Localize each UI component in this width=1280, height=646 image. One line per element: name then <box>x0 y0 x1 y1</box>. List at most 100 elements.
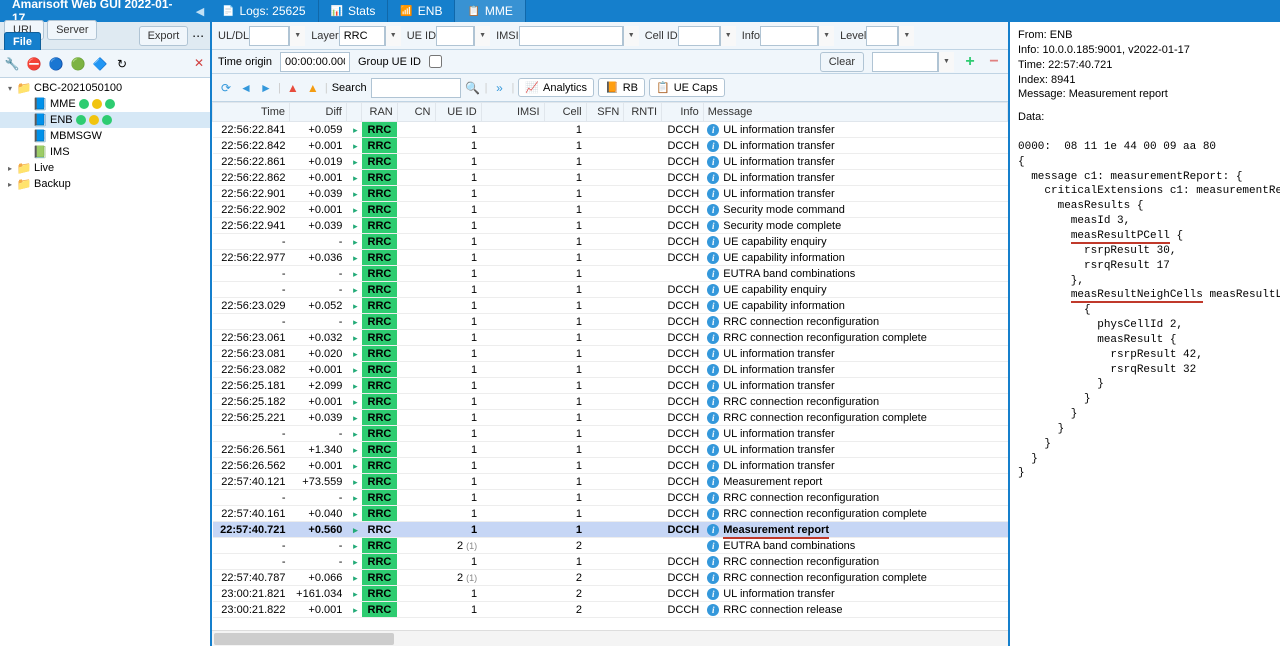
table-row[interactable]: --▸RRC11DCCHiRRC connection reconfigurat… <box>213 554 1008 570</box>
table-row[interactable]: 22:57:40.121+73.559▸RRC11DCCHiMeasuremen… <box>213 474 1008 490</box>
filter-imsi-input[interactable] <box>519 26 623 46</box>
chevron-down-icon[interactable]: ▼ <box>474 26 490 46</box>
collapse-left-icon[interactable]: ◀ <box>190 0 210 22</box>
col-ran[interactable]: RAN <box>362 103 398 122</box>
col-rnti[interactable]: RNTI <box>624 103 662 122</box>
clear-history[interactable]: ▼ <box>872 52 954 72</box>
chevron-down-icon[interactable]: ▼ <box>289 26 305 46</box>
tool-icon-0[interactable]: 🔧 <box>4 56 20 72</box>
col-sfn[interactable]: SFN <box>586 103 624 122</box>
tree-caret[interactable]: ▸ <box>4 180 16 189</box>
tree-node-cbc-2021050100[interactable]: ▾📁CBC-2021050100 <box>0 80 210 96</box>
tool-icon-2[interactable]: 🔵 <box>48 56 64 72</box>
col-diff[interactable]: Diff <box>290 103 347 122</box>
rb-button[interactable]: 📙RB <box>598 78 645 97</box>
chevron-down-icon[interactable]: ▼ <box>898 26 914 46</box>
analytics-button[interactable]: 📈Analytics <box>518 78 594 97</box>
time-origin-input[interactable] <box>280 52 350 72</box>
warning-icon[interactable]: ▲ <box>305 80 321 96</box>
col-cell[interactable]: Cell <box>544 103 586 122</box>
filter-cellid[interactable]: Cell ID ▼ <box>645 26 736 46</box>
tree-node-enb[interactable]: 📘ENB <box>0 112 210 128</box>
table-row[interactable]: 22:57:40.787+0.066▸RRC2 (1)2DCCHiRRC con… <box>213 570 1008 586</box>
binoculars-icon[interactable]: 🔍 <box>465 80 481 96</box>
tab-mme[interactable]: 📋MME <box>455 0 525 22</box>
col-imsi[interactable]: IMSI <box>481 103 544 122</box>
table-row[interactable]: 22:56:22.902+0.001▸RRC11DCCHiSecurity mo… <box>213 202 1008 218</box>
tree-caret[interactable]: ▸ <box>4 164 16 173</box>
filter-info[interactable]: Info ▼ <box>742 26 834 46</box>
col-message[interactable]: Message <box>703 103 1007 122</box>
table-row[interactable]: 22:56:23.029+0.052▸RRC11DCCHiUE capabili… <box>213 298 1008 314</box>
filter-level-input[interactable] <box>866 26 898 46</box>
add-icon[interactable]: + <box>962 54 978 70</box>
h-scrollbar[interactable] <box>212 630 1008 646</box>
table-row[interactable]: --▸RRC11DCCHiUE capability enquiry <box>213 234 1008 250</box>
filter-info-input[interactable] <box>760 26 818 46</box>
prev-icon[interactable]: ◄ <box>238 80 254 96</box>
filter-layer[interactable]: Layer ▼ <box>311 26 401 46</box>
chevron-down-icon[interactable]: ▼ <box>818 26 834 46</box>
table-row[interactable]: 22:56:22.842+0.001▸RRC11DCCHiDL informat… <box>213 138 1008 154</box>
tree-node-live[interactable]: ▸📁Live <box>0 160 210 176</box>
filter-level[interactable]: Level ▼ <box>840 26 914 46</box>
search-input[interactable] <box>371 78 461 98</box>
filter-imsi[interactable]: IMSI ▼ <box>496 26 639 46</box>
table-row[interactable]: 22:56:23.082+0.001▸RRC11DCCHiDL informat… <box>213 362 1008 378</box>
table-row[interactable]: 22:56:25.221+0.039▸RRC11DCCHiRRC connect… <box>213 410 1008 426</box>
h-scrollbar-thumb[interactable] <box>214 633 394 645</box>
filter-ueid-input[interactable] <box>436 26 474 46</box>
table-row[interactable]: --▸RRC11DCCHiUE capability enquiry <box>213 282 1008 298</box>
table-row[interactable]: 22:56:26.562+0.001▸RRC11DCCHiDL informat… <box>213 458 1008 474</box>
col-time[interactable]: Time <box>213 103 290 122</box>
tree-node-ims[interactable]: 📗IMS <box>0 144 210 160</box>
table-row[interactable]: 22:56:22.941+0.039▸RRC11DCCHiSecurity mo… <box>213 218 1008 234</box>
table-row[interactable]: --▸RRC11DCCHiRRC connection reconfigurat… <box>213 314 1008 330</box>
filter-uldl-input[interactable] <box>249 26 289 46</box>
log-table-wrap[interactable]: TimeDiffRANCNUE IDIMSICellSFNRNTIInfoMes… <box>212 102 1008 630</box>
filter-uldl[interactable]: UL/DL ▼ <box>218 26 305 46</box>
tab-logs-25625[interactable]: 📄Logs: 25625 <box>210 0 319 22</box>
close-icon[interactable]: ✕ <box>194 56 204 70</box>
tool-icon-3[interactable]: 🟢 <box>70 56 86 72</box>
export-button[interactable]: Export <box>139 26 189 46</box>
col-ue-id[interactable]: UE ID <box>435 103 481 122</box>
table-row[interactable]: 22:56:22.841+0.059▸RRC11DCCHiUL informat… <box>213 122 1008 138</box>
group-ueid-checkbox[interactable] <box>429 55 442 68</box>
table-row[interactable]: --▸RRC2 (1)2iEUTRA band combinations <box>213 538 1008 554</box>
table-row[interactable]: --▸RRC11iEUTRA band combinations <box>213 266 1008 282</box>
next-icon[interactable]: ► <box>258 80 274 96</box>
table-row[interactable]: 22:56:22.861+0.019▸RRC11DCCHiUL informat… <box>213 154 1008 170</box>
error-icon[interactable]: ▲ <box>285 80 301 96</box>
table-row[interactable]: 22:56:26.561+1.340▸RRC11DCCHiUL informat… <box>213 442 1008 458</box>
export-menu-icon[interactable]: ⋯ <box>190 28 206 44</box>
table-row[interactable]: --▸RRC11DCCHiRRC connection reconfigurat… <box>213 490 1008 506</box>
filter-ueid[interactable]: UE ID ▼ <box>407 26 490 46</box>
chevron-down-icon[interactable]: ▼ <box>720 26 736 46</box>
table-row[interactable]: 22:56:22.862+0.001▸RRC11DCCHiDL informat… <box>213 170 1008 186</box>
chevron-down-icon[interactable]: ▼ <box>938 52 954 72</box>
table-row[interactable]: 22:56:22.977+0.036▸RRC11DCCHiUE capabili… <box>213 250 1008 266</box>
clear-button[interactable]: Clear <box>820 52 864 72</box>
table-row[interactable]: 22:57:40.721+0.560▸RRC11DCCHiMeasurement… <box>213 522 1008 538</box>
tree-node-backup[interactable]: ▸📁Backup <box>0 176 210 192</box>
tree-caret[interactable]: ▾ <box>4 84 16 93</box>
tab-stats[interactable]: 📊Stats <box>319 0 389 22</box>
tool-icon-1[interactable]: ⛔ <box>26 56 42 72</box>
file-button[interactable]: File <box>4 32 41 52</box>
remove-icon[interactable]: − <box>986 54 1002 70</box>
tool-icon-5[interactable]: ↻ <box>114 56 130 72</box>
table-row[interactable]: 23:00:21.821+161.034▸RRC12DCCHiUL inform… <box>213 586 1008 602</box>
col-arrow[interactable] <box>346 103 361 122</box>
jump-icon[interactable]: » <box>491 80 507 96</box>
table-row[interactable]: 23:00:21.822+0.001▸RRC12DCCHiRRC connect… <box>213 602 1008 618</box>
col-info[interactable]: Info <box>662 103 704 122</box>
tool-icon-4[interactable]: 🔷 <box>92 56 108 72</box>
table-row[interactable]: 22:56:23.061+0.032▸RRC11DCCHiRRC connect… <box>213 330 1008 346</box>
filter-layer-input[interactable] <box>339 26 385 46</box>
uecaps-button[interactable]: 📋UE Caps <box>649 78 725 97</box>
chevron-down-icon[interactable]: ▼ <box>623 26 639 46</box>
table-row[interactable]: 22:56:23.081+0.020▸RRC11DCCHiUL informat… <box>213 346 1008 362</box>
filter-cellid-input[interactable] <box>678 26 720 46</box>
table-row[interactable]: 22:56:25.181+2.099▸RRC11DCCHiUL informat… <box>213 378 1008 394</box>
